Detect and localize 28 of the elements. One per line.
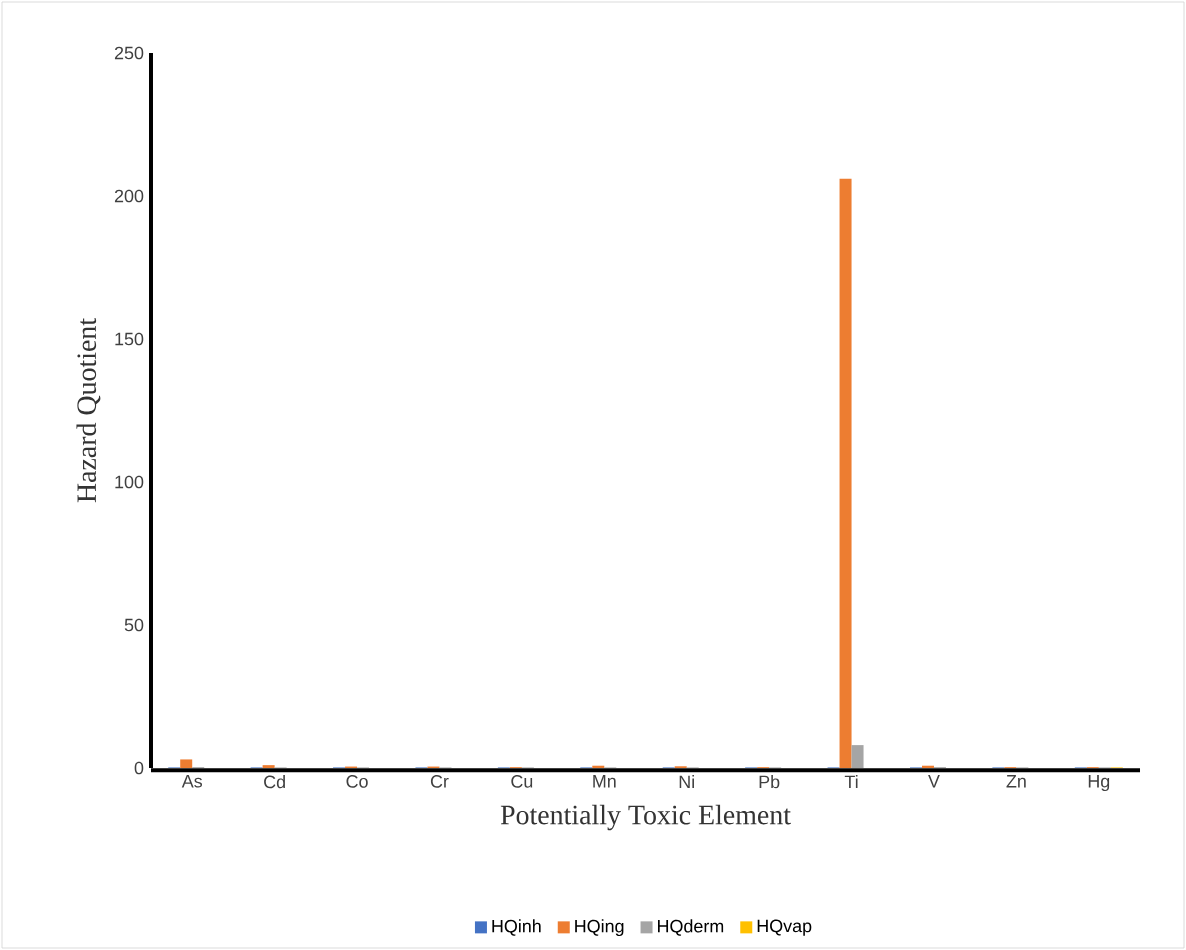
- x-tick-label: As: [181, 775, 203, 788]
- x-tick-label: Cd: [264, 775, 285, 789]
- legend-label: HQvap: [757, 919, 812, 936]
- x-tick-label: V: [928, 775, 940, 788]
- x-tick-label: Cr: [430, 775, 449, 788]
- x-tick-label: Pb: [759, 775, 780, 789]
- y-tick-label: 250: [114, 46, 144, 60]
- y-tick-label: 100: [115, 475, 144, 489]
- x-axis-title: Potentially Toxic Element: [500, 804, 791, 831]
- y-tick-label: 200: [114, 189, 144, 203]
- y-tick-label: 0: [134, 761, 144, 775]
- bar: [839, 178, 852, 768]
- x-tick-label: Zn: [1006, 775, 1026, 788]
- legend-label: HQing: [575, 919, 624, 937]
- x-tick-label: Co: [346, 775, 368, 788]
- legend-label: HQinh: [492, 919, 541, 936]
- x-tick-label: Mn: [593, 775, 616, 788]
- x-tick-label: Cu: [511, 775, 533, 788]
- y-tick-label: 150: [115, 332, 144, 346]
- x-tick-label: Ni: [679, 775, 694, 789]
- bar: [262, 765, 275, 768]
- bar: [851, 745, 864, 768]
- x-tick-label: Ti: [844, 775, 858, 789]
- bar: [180, 759, 193, 768]
- legend-label: HQderm: [658, 919, 724, 936]
- x-tick-label: Hg: [1088, 775, 1110, 792]
- y-axis-title: Hazard Quotient: [76, 318, 101, 503]
- y-tick-label: 50: [124, 618, 144, 632]
